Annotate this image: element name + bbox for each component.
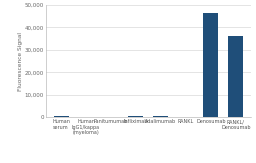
- Bar: [228, 36, 243, 117]
- Bar: [54, 116, 69, 117]
- Y-axis label: Fluorescence Signal: Fluorescence Signal: [18, 32, 23, 91]
- Bar: [204, 13, 218, 117]
- Bar: [129, 116, 143, 117]
- Bar: [154, 116, 168, 117]
